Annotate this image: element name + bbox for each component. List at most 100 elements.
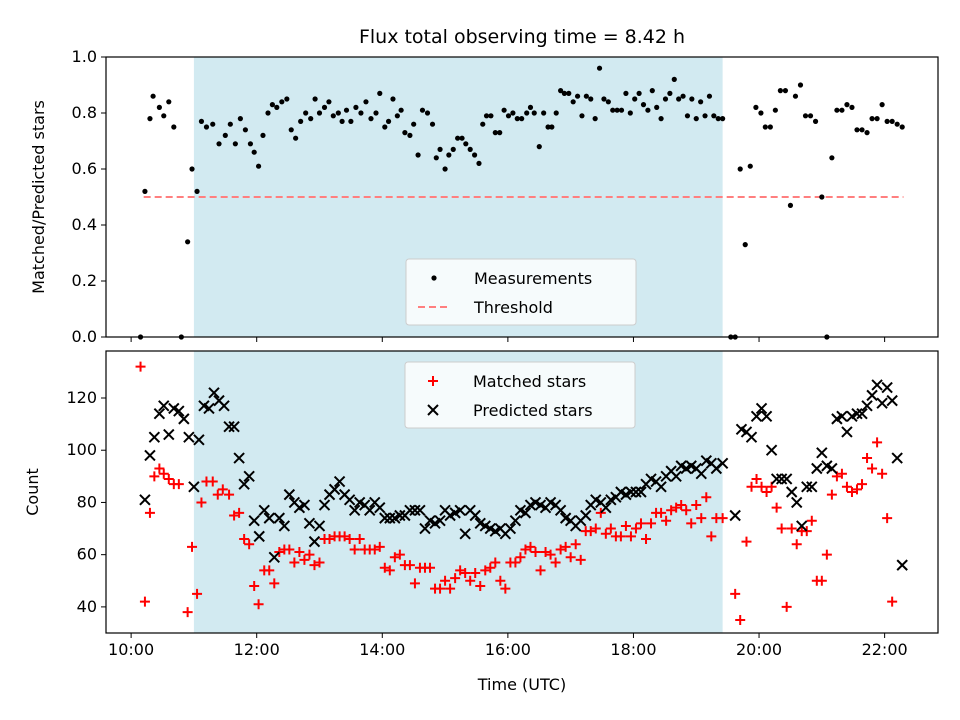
predicted-star-point (283, 488, 296, 501)
matched-star-point (676, 500, 687, 511)
predicted-star-point (193, 434, 205, 446)
measurement-point (216, 141, 222, 147)
predicted-star-point (871, 379, 883, 391)
measurement-point (471, 152, 478, 158)
predicted-star-point (409, 504, 421, 516)
legend-box (404, 361, 636, 429)
matched-star-point (841, 481, 852, 492)
count-panel: 40 60 80 100 120 10:00 12:00 14:00 16:00 18:00 20:… (66, 350, 939, 659)
matched-star-point (666, 505, 677, 516)
predicted-star-point (243, 470, 255, 483)
legend-marker-matched (428, 376, 438, 386)
measurement-point (368, 116, 374, 122)
measurement-point (330, 113, 336, 119)
measurement-point (627, 110, 633, 116)
measurement-point (829, 155, 835, 161)
predicted-star-point (163, 428, 175, 441)
predicted-star-point (851, 407, 863, 420)
matched-star-point (154, 463, 165, 474)
matched-star-point (450, 573, 461, 584)
matched-star-point (816, 575, 827, 586)
measurement-point (658, 116, 664, 122)
predicted-star-point (729, 509, 741, 522)
matched-star-point (801, 526, 812, 537)
matched-star-point (369, 544, 380, 555)
measurement-point (326, 99, 332, 105)
measurement-point (711, 113, 717, 119)
measurement-point (802, 113, 809, 119)
matched-star-point (836, 468, 847, 479)
measurement-point (222, 132, 228, 138)
matched-star-point (877, 468, 888, 479)
x-tick-label: 14:00 (359, 640, 405, 659)
measurement-point (419, 107, 426, 113)
matched-star-point (661, 515, 672, 526)
matched-star-point (490, 557, 501, 568)
matched-star-point (135, 361, 146, 372)
legend-label: Threshold (473, 298, 553, 317)
matched-star-point (851, 484, 862, 495)
measurement-point (171, 124, 177, 130)
x-axis-label: Time (UTC) (477, 675, 566, 694)
matched-star-point (696, 513, 707, 524)
matched-star-point (791, 539, 802, 550)
measurement-point (592, 116, 598, 122)
measurement-point (553, 110, 559, 116)
measurement-point (874, 116, 880, 122)
measurement-point (269, 102, 275, 108)
matched-star-point (555, 544, 566, 555)
measurement-point (210, 121, 216, 127)
matched-star-point (374, 541, 385, 552)
measurement-point (450, 146, 456, 152)
measurement-point (363, 99, 369, 105)
measurement-point (645, 107, 651, 113)
predicted-star-point (298, 499, 311, 511)
measurement-point (742, 242, 748, 248)
matched-star-point (269, 578, 280, 589)
matched-star-point (455, 565, 466, 576)
matched-star-point (207, 476, 218, 487)
measurement-point (834, 107, 840, 113)
predicted-star-point (263, 512, 275, 524)
y-axis-label-ratio: Matched/Predicted stars (29, 100, 48, 294)
matched-star-point (379, 562, 390, 573)
predicted-star-point (836, 410, 848, 422)
measurement-point (467, 146, 473, 152)
predicted-star-point (419, 522, 431, 535)
matched-star-point (781, 601, 792, 612)
matched-star-point (735, 614, 746, 625)
matched-star-point (630, 523, 641, 534)
matched-star-point (635, 518, 646, 529)
measurement-point (455, 135, 461, 141)
measurement-point (251, 149, 257, 155)
matched-star-point (872, 437, 883, 448)
measurement-point (859, 127, 865, 133)
matched-star-point (289, 557, 300, 568)
matched-star-point (196, 497, 207, 508)
legend-marker-predicted (427, 404, 439, 416)
matched-star-point (545, 549, 556, 560)
predicted-star-point (223, 421, 235, 433)
predicted-star-point (600, 501, 612, 514)
y-tick-label: 80 (77, 492, 97, 511)
predicted-star-point (635, 486, 647, 498)
predicted-star-point (384, 512, 396, 524)
predicted-star-point (148, 431, 161, 443)
measurement-point (312, 96, 318, 102)
matched-star-point (354, 534, 365, 544)
measurement-point (390, 96, 396, 102)
measurement-point (377, 90, 383, 96)
measurement-point (545, 124, 551, 130)
measurement-point (185, 239, 191, 245)
measurement-point (497, 130, 503, 136)
predicted-star-point (158, 400, 170, 412)
predicted-star-point (866, 389, 878, 402)
measurement-point (596, 65, 603, 71)
measurement-point (601, 96, 607, 102)
predicted-star-point (780, 473, 793, 485)
measurement-point (242, 127, 248, 133)
matched-star-point (409, 578, 420, 589)
predicted-star-point (504, 522, 517, 535)
predicted-star-point (434, 515, 446, 527)
